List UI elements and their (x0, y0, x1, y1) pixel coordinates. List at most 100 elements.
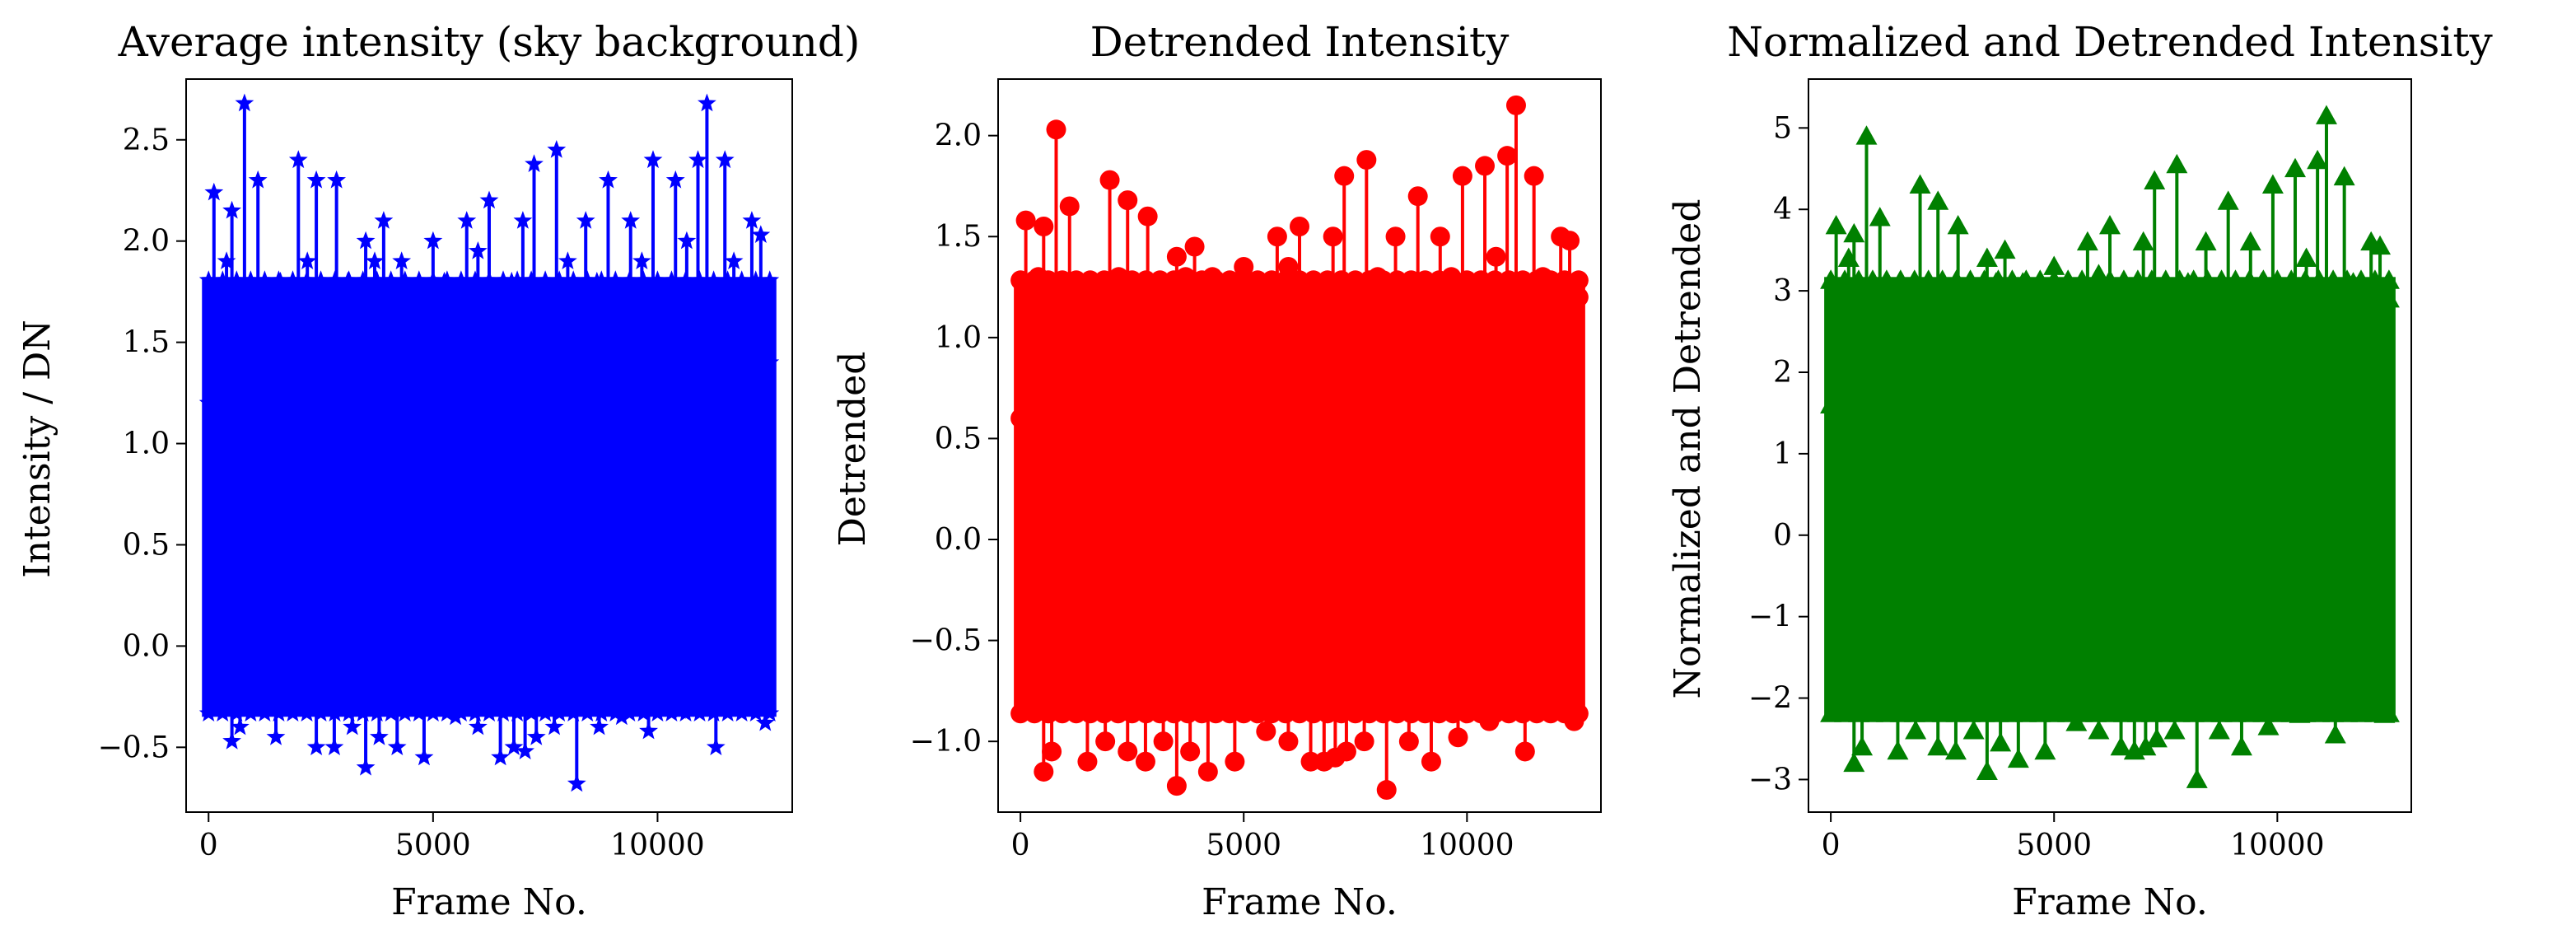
data-point (1820, 703, 1842, 722)
data-point (1359, 703, 1379, 724)
data-point (1331, 703, 1351, 724)
data-point (284, 697, 304, 715)
data-point (526, 727, 546, 745)
data-point (1848, 269, 1869, 289)
data-point (1485, 270, 1505, 291)
data-point (2015, 703, 2037, 722)
data-point (2029, 269, 2051, 289)
data-point (2154, 573, 2177, 593)
y-tick-label: 1.0 (123, 427, 170, 461)
data-point (1568, 703, 1589, 724)
data-point (1832, 540, 1854, 560)
data-point (327, 170, 346, 189)
data-point (311, 703, 330, 722)
data-point (2364, 703, 2386, 722)
data-point (2163, 720, 2186, 740)
data-point (1345, 590, 1365, 610)
data-point (2112, 269, 2135, 289)
data-point (2324, 524, 2346, 544)
data-point (1136, 270, 1156, 291)
axis-ticks: 0 5000 10000 −0.5 0.0 0.5 1.0 1.5 2.0 2.5 (98, 124, 705, 862)
data-point (1118, 741, 1138, 762)
data-point (1959, 269, 1981, 289)
data-point (1081, 287, 1102, 307)
data-point (1903, 703, 1925, 722)
data-point (1862, 345, 1884, 365)
data-point (1038, 270, 1058, 291)
data-point (549, 703, 569, 722)
data-point (1150, 703, 1170, 724)
data-point (504, 737, 524, 755)
data-point (648, 703, 667, 722)
data-point (1891, 296, 1913, 316)
data-point (2110, 540, 2132, 560)
data-point (231, 717, 250, 736)
data-point (2252, 269, 2275, 289)
data-point (465, 703, 485, 722)
data-point (742, 211, 762, 229)
data-point (502, 271, 521, 290)
data-point (1024, 703, 1045, 724)
data-point (1222, 590, 1243, 610)
y-tick-label: 0.0 (123, 629, 170, 663)
y-tick-label: −0.5 (98, 731, 170, 764)
y-axis-label: Normalized and Detrended (1667, 199, 1709, 699)
data-point (1137, 206, 1158, 226)
data-point (1443, 270, 1463, 291)
data-point (1967, 597, 1990, 618)
data-point (414, 747, 434, 766)
data-point (1345, 703, 1365, 724)
data-point (746, 703, 766, 722)
data-point (1430, 226, 1450, 247)
data-point (491, 747, 510, 766)
data-point (2217, 190, 2239, 210)
data-point (241, 270, 260, 288)
data-point (367, 703, 387, 722)
data-point (1931, 269, 1953, 289)
data-point (1990, 731, 2012, 752)
data-point (1135, 751, 1155, 772)
data-point (1837, 247, 1860, 267)
axis-ticks: 0 5000 10000 −3 −2 −1 0 1 2 3 4 5 (1748, 111, 2325, 862)
y-axis-label: Intensity / DN (16, 320, 58, 578)
data-point (1323, 226, 1343, 247)
data-point (255, 575, 274, 594)
data-point (365, 251, 385, 269)
data-point (401, 292, 420, 311)
data-point (1485, 703, 1505, 724)
data-point (2208, 720, 2230, 740)
data-point (535, 575, 555, 594)
data-point (1527, 270, 1547, 291)
data-point (374, 211, 394, 229)
data-point (451, 703, 471, 722)
data-point (1099, 170, 1120, 190)
data-point (395, 270, 415, 288)
data-point (2369, 235, 2392, 255)
data-point (751, 225, 771, 243)
data-point (1987, 269, 2009, 289)
data-point (1554, 270, 1575, 291)
data-point (1290, 216, 1309, 236)
data-point (1158, 610, 1178, 631)
data-point (1234, 703, 1254, 724)
data-point (2034, 740, 2056, 760)
data-point (2238, 269, 2261, 289)
data-point (1568, 287, 1589, 307)
data-point (1513, 703, 1533, 724)
data-point (2378, 269, 2400, 289)
data-point (1373, 703, 1393, 724)
data-point (465, 270, 485, 288)
data-point (222, 731, 241, 750)
y-tick-label: 0 (1773, 519, 1792, 553)
data-point (1300, 549, 1321, 570)
data-point (1178, 703, 1198, 724)
data-point (2126, 269, 2149, 289)
data-point (2294, 269, 2317, 289)
data-point (1066, 270, 1086, 291)
data-point (1524, 166, 1544, 186)
data-point (264, 312, 283, 330)
dense-band (202, 277, 777, 717)
data-point (217, 251, 236, 269)
data-point (2182, 703, 2205, 722)
data-point (732, 703, 752, 722)
